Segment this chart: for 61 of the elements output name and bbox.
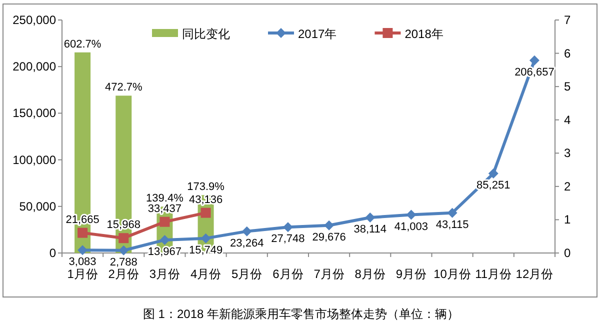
caption: 图 1：2018 年新能源乘用车零售市场整体走势（单位：辆） [142,307,460,321]
point [242,226,252,236]
point [118,245,129,256]
y2-tick-label: 3 [564,146,571,160]
point [160,216,170,227]
y-tick-label: 100,000 [12,152,56,167]
x-tick-label: 5月份 [232,267,262,281]
data-label: 41,003 [394,220,428,233]
data-label: 43,115 [436,218,469,231]
point [488,168,498,179]
data-label: 173.9% [187,181,225,194]
point [78,228,88,238]
point [118,233,129,244]
x-tick-label: 12月份 [516,267,554,281]
data-label: 139.4% [146,192,184,205]
data-label: 15,968 [106,219,140,232]
point [365,212,376,222]
data-label: 29,676 [312,231,346,244]
data-label: 15,749 [188,244,223,256]
y2-tick-label: 4 [564,112,571,127]
x-tick-label: 10月份 [434,267,471,281]
x-tick-label: 2月份 [108,267,139,281]
point [200,233,211,244]
y-tick-label: 50,000 [19,199,56,214]
point [282,222,293,232]
point [324,220,334,230]
x-tick-label: 6月份 [272,267,304,281]
data-label: 3,083 [68,256,96,268]
x-tick-label: 7月份 [314,267,344,281]
point [200,208,211,218]
point [406,210,416,220]
data-label: 13,967 [148,246,182,258]
data-label: 472.7% [104,82,142,94]
y2-tick-label: 6 [564,46,571,60]
legend-label: 2017年 [298,27,337,41]
x-tick-label: 8月份 [354,267,386,281]
x-tick-label: 11月份 [475,267,512,281]
data-label: 23,264 [230,237,264,250]
point [529,55,540,66]
y2-tick-label: 7 [564,13,571,27]
y-tick-label: 250,000 [12,13,56,27]
data-label: 38,114 [354,223,387,236]
legend-label: 同比变化 [182,27,230,41]
y2-tick-label: 1 [564,212,571,227]
data-label: 27,748 [271,233,305,246]
legend-label: 2018年 [404,27,444,41]
x-tick-label: 4月份 [190,267,222,281]
y-tick-label: 150,000 [12,106,56,120]
data-label: 602.7% [64,38,102,50]
y2-tick-label: 5 [564,80,571,94]
y-tick-label: 200,000 [12,60,56,74]
y2-tick-label: 2 [564,179,571,194]
point [78,245,88,256]
y-tick-label: 0 [49,246,56,260]
point [447,208,458,218]
point [160,234,170,245]
x-tick-label: 9月份 [396,267,427,281]
x-tick-label: 1月份 [67,267,98,281]
y2-tick-label: 0 [564,246,571,260]
x-tick-label: 3月份 [149,267,180,281]
data-label: 2,788 [110,256,138,268]
